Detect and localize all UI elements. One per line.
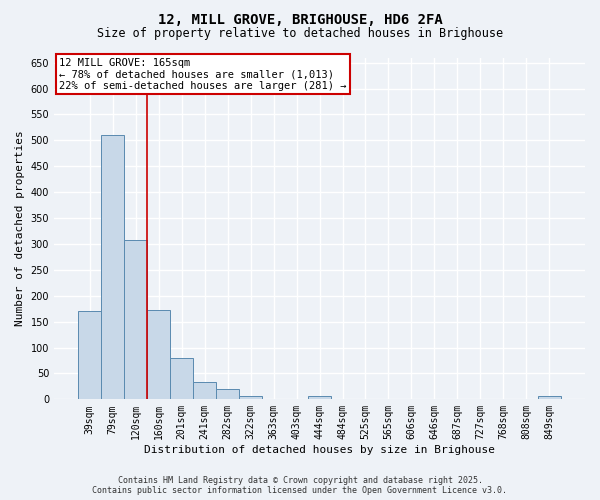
Text: Contains HM Land Registry data © Crown copyright and database right 2025.
Contai: Contains HM Land Registry data © Crown c… <box>92 476 508 495</box>
Text: Size of property relative to detached houses in Brighouse: Size of property relative to detached ho… <box>97 28 503 40</box>
Bar <box>78 312 101 400</box>
X-axis label: Distribution of detached houses by size in Brighouse: Distribution of detached houses by size … <box>144 445 495 455</box>
Bar <box>147 310 170 400</box>
Bar <box>538 396 561 400</box>
Text: 12, MILL GROVE, BRIGHOUSE, HD6 2FA: 12, MILL GROVE, BRIGHOUSE, HD6 2FA <box>158 12 442 26</box>
Bar <box>101 135 124 400</box>
Bar <box>193 382 216 400</box>
Bar <box>124 240 147 400</box>
Text: 12 MILL GROVE: 165sqm
← 78% of detached houses are smaller (1,013)
22% of semi-d: 12 MILL GROVE: 165sqm ← 78% of detached … <box>59 58 347 90</box>
Y-axis label: Number of detached properties: Number of detached properties <box>15 130 25 326</box>
Bar <box>239 396 262 400</box>
Bar <box>216 389 239 400</box>
Bar <box>308 396 331 400</box>
Bar <box>170 358 193 400</box>
